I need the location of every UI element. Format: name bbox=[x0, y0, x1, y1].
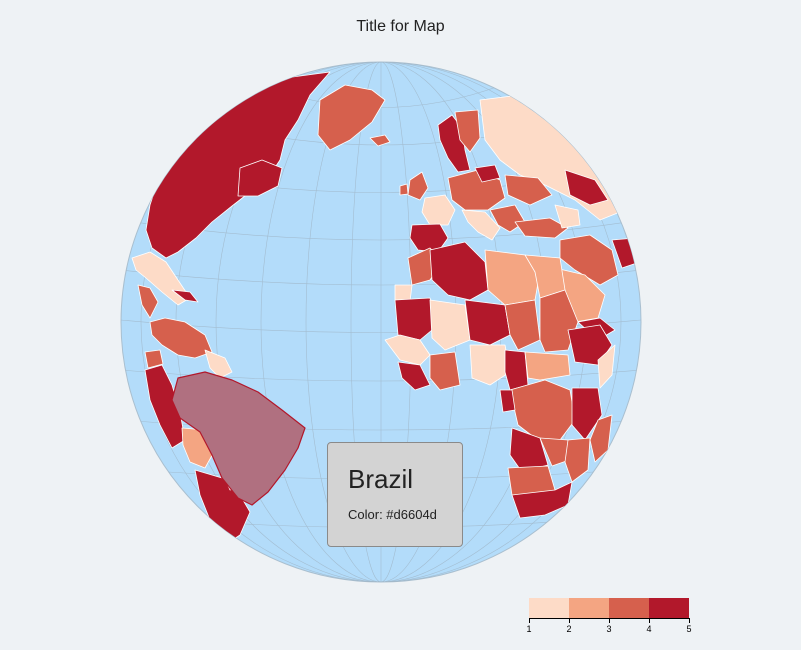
country-cuba[interactable] bbox=[171, 289, 199, 303]
country-guinea[interactable] bbox=[397, 361, 431, 391]
country-drc[interactable] bbox=[509, 379, 576, 441]
country-guyana[interactable] bbox=[204, 349, 233, 379]
legend-tick bbox=[689, 618, 690, 623]
country-cameroon[interactable] bbox=[504, 349, 529, 391]
country-gabon-congo[interactable] bbox=[499, 389, 516, 413]
country-central-america[interactable] bbox=[137, 284, 159, 319]
legend-tick-label: 2 bbox=[566, 624, 572, 634]
country-mozambique[interactable] bbox=[564, 437, 591, 483]
legend-swatch-1 bbox=[529, 598, 569, 618]
country-finland[interactable] bbox=[454, 109, 481, 153]
legend-swatch-2 bbox=[569, 598, 609, 618]
tooltip-color-value: Color: #d6604d bbox=[348, 507, 437, 522]
country-sudan[interactable] bbox=[539, 289, 579, 353]
country-mauritania[interactable] bbox=[394, 297, 439, 341]
legend-tick bbox=[569, 618, 570, 623]
country-balkans-east[interactable] bbox=[489, 204, 526, 233]
country-poland[interactable] bbox=[474, 164, 501, 183]
legend-tick-label: 5 bbox=[686, 624, 692, 634]
map-title: Title for Map bbox=[356, 18, 445, 35]
country-chad[interactable] bbox=[504, 299, 541, 351]
country-iceland[interactable] bbox=[369, 134, 391, 147]
country-ireland[interactable] bbox=[399, 183, 409, 196]
country-usa-east[interactable] bbox=[237, 159, 283, 197]
country-algeria[interactable] bbox=[429, 241, 489, 301]
country-nigeria[interactable] bbox=[469, 344, 511, 386]
legend-swatch-3 bbox=[609, 598, 649, 618]
country-madagascar[interactable] bbox=[589, 414, 613, 463]
legend-tick-label: 1 bbox=[526, 624, 532, 634]
country-niger[interactable] bbox=[464, 299, 511, 346]
country-brazil[interactable] bbox=[171, 371, 306, 506]
legend-swatch-4 bbox=[649, 598, 689, 618]
legend-tick-label: 4 bbox=[646, 624, 652, 634]
country-somalia[interactable] bbox=[597, 344, 616, 389]
country-uk[interactable] bbox=[407, 171, 429, 201]
legend-tick-label: 3 bbox=[606, 624, 612, 634]
legend-tick bbox=[609, 618, 610, 623]
country-greenland[interactable] bbox=[317, 84, 386, 151]
country-france[interactable] bbox=[421, 194, 456, 226]
country-italy-balkans[interactable] bbox=[461, 209, 501, 241]
country-kenya-tanzania[interactable] bbox=[571, 387, 603, 441]
country-iran-iraq[interactable] bbox=[559, 234, 619, 286]
country-tooltip: Brazil Color: #d6604d bbox=[327, 442, 463, 547]
country-kazakhstan[interactable] bbox=[564, 169, 609, 206]
country-mali[interactable] bbox=[429, 299, 471, 351]
legend-tick bbox=[529, 618, 530, 623]
tooltip-country-name: Brazil bbox=[348, 464, 414, 494]
countries[interactable] bbox=[131, 71, 641, 546]
country-ecuador[interactable] bbox=[144, 349, 164, 369]
country-car-sudan[interactable] bbox=[524, 351, 571, 381]
country-caucasus[interactable] bbox=[554, 204, 581, 229]
legend-tick bbox=[649, 618, 650, 623]
country-ivory-coast[interactable] bbox=[429, 351, 461, 391]
country-ukraine[interactable] bbox=[504, 174, 553, 206]
country-turkey[interactable] bbox=[514, 217, 569, 239]
country-colombia-venezuela[interactable] bbox=[149, 317, 213, 359]
color-legend: 1 2 3 4 5 bbox=[526, 598, 699, 638]
